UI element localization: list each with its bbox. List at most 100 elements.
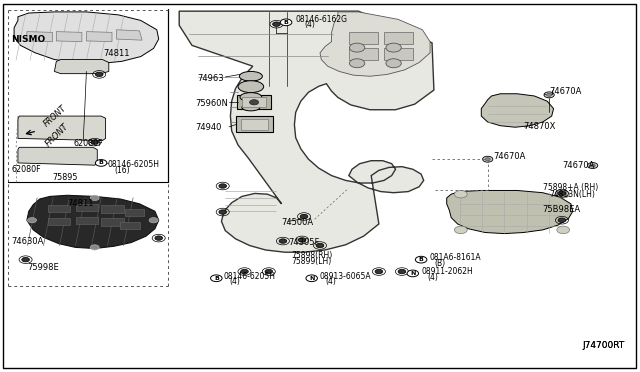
Polygon shape xyxy=(48,205,70,212)
Circle shape xyxy=(90,195,99,201)
Text: B: B xyxy=(214,276,219,281)
Circle shape xyxy=(558,218,566,222)
Polygon shape xyxy=(18,116,106,141)
Text: 62080F: 62080F xyxy=(12,165,41,174)
Text: 08146-6162G: 08146-6162G xyxy=(296,15,348,24)
Polygon shape xyxy=(86,32,112,42)
Text: 75B98EA: 75B98EA xyxy=(543,205,581,214)
Circle shape xyxy=(241,269,248,274)
Bar xyxy=(237,95,271,109)
Text: (4): (4) xyxy=(325,278,336,286)
Text: B: B xyxy=(99,160,104,166)
Circle shape xyxy=(415,256,427,263)
Circle shape xyxy=(547,93,552,96)
Text: 74500A: 74500A xyxy=(282,218,314,227)
Circle shape xyxy=(155,236,163,240)
Circle shape xyxy=(483,156,493,162)
Text: (4): (4) xyxy=(229,278,240,286)
Text: 75898(RH): 75898(RH) xyxy=(291,251,332,260)
Text: 75998E: 75998E xyxy=(27,263,59,272)
Circle shape xyxy=(298,238,306,242)
Polygon shape xyxy=(56,32,82,42)
Text: (4): (4) xyxy=(428,273,438,282)
Polygon shape xyxy=(349,32,378,44)
Text: FRONT: FRONT xyxy=(42,103,68,128)
Circle shape xyxy=(386,43,401,52)
Bar xyxy=(241,119,268,130)
Circle shape xyxy=(454,190,467,198)
Polygon shape xyxy=(320,12,430,76)
Text: 74670A: 74670A xyxy=(549,87,582,96)
Text: 74963: 74963 xyxy=(197,74,224,83)
Polygon shape xyxy=(116,30,142,40)
Text: 75899(LH): 75899(LH) xyxy=(291,257,332,266)
Circle shape xyxy=(544,92,554,98)
Polygon shape xyxy=(120,222,140,229)
Polygon shape xyxy=(18,147,97,165)
Polygon shape xyxy=(481,94,554,127)
Circle shape xyxy=(386,59,401,68)
Text: 74305F: 74305F xyxy=(288,238,319,247)
Text: 08913-6065A: 08913-6065A xyxy=(320,272,372,280)
Polygon shape xyxy=(76,204,98,211)
Circle shape xyxy=(349,59,365,68)
Text: 75960N: 75960N xyxy=(195,99,228,108)
Text: B: B xyxy=(419,257,424,262)
Text: 74811: 74811 xyxy=(67,199,93,208)
Circle shape xyxy=(557,226,570,234)
Text: 75895: 75895 xyxy=(52,173,78,182)
Circle shape xyxy=(588,163,598,169)
Circle shape xyxy=(265,269,273,274)
Circle shape xyxy=(149,218,158,223)
Polygon shape xyxy=(447,190,573,234)
Circle shape xyxy=(349,43,365,52)
Polygon shape xyxy=(125,209,144,216)
Text: NISMO: NISMO xyxy=(12,35,46,44)
Polygon shape xyxy=(349,48,378,60)
Text: 62080F: 62080F xyxy=(74,139,103,148)
Text: J74700RT: J74700RT xyxy=(582,341,625,350)
Text: 74813N(LH): 74813N(LH) xyxy=(549,190,595,199)
Circle shape xyxy=(398,269,406,274)
Circle shape xyxy=(95,72,103,77)
Text: 74670A: 74670A xyxy=(562,161,595,170)
Polygon shape xyxy=(27,195,159,248)
Polygon shape xyxy=(101,205,124,213)
Text: FRONT: FRONT xyxy=(44,121,70,148)
Circle shape xyxy=(300,214,308,219)
Bar xyxy=(236,116,273,132)
Circle shape xyxy=(28,218,36,223)
Polygon shape xyxy=(27,32,52,42)
Polygon shape xyxy=(384,32,413,44)
Ellipse shape xyxy=(239,71,262,81)
Text: 74630A: 74630A xyxy=(12,237,44,246)
Text: 08911-2062H: 08911-2062H xyxy=(422,267,474,276)
Text: (B): (B) xyxy=(434,259,445,267)
Polygon shape xyxy=(48,218,70,225)
Text: 74811: 74811 xyxy=(104,49,130,58)
Ellipse shape xyxy=(242,104,260,111)
Circle shape xyxy=(590,164,595,167)
Polygon shape xyxy=(384,48,413,60)
Circle shape xyxy=(485,158,490,161)
Circle shape xyxy=(375,269,383,274)
Text: (16): (16) xyxy=(114,166,129,174)
Polygon shape xyxy=(101,218,124,226)
Text: 08146-6205H: 08146-6205H xyxy=(108,160,159,169)
Text: 74670A: 74670A xyxy=(493,153,525,161)
Polygon shape xyxy=(54,60,109,74)
Circle shape xyxy=(557,190,570,198)
Circle shape xyxy=(306,275,317,282)
Circle shape xyxy=(250,100,259,105)
Circle shape xyxy=(211,275,222,282)
Text: 08146-6205H: 08146-6205H xyxy=(224,272,276,280)
Circle shape xyxy=(90,245,99,250)
Circle shape xyxy=(558,191,566,196)
Text: 75898+A (RH): 75898+A (RH) xyxy=(543,183,598,192)
Circle shape xyxy=(219,184,227,188)
Text: 74940: 74940 xyxy=(195,123,221,132)
Polygon shape xyxy=(179,11,434,252)
Circle shape xyxy=(316,243,324,248)
Text: N: N xyxy=(309,276,314,281)
Circle shape xyxy=(407,270,419,277)
